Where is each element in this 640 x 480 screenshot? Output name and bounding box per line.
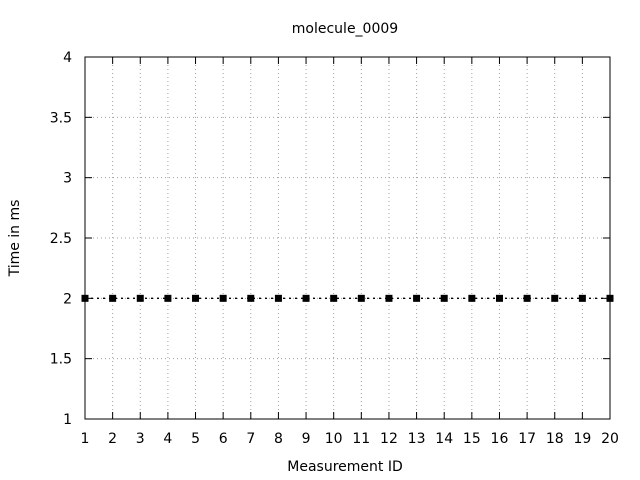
y-axis-label: Time in ms [7, 200, 23, 278]
x-tick-label: 1 [81, 431, 90, 447]
x-tick-label: 9 [302, 431, 311, 447]
data-point [247, 294, 255, 302]
x-tick-label: 8 [274, 431, 283, 447]
x-tick-label: 20 [601, 431, 619, 447]
plot-frame [84, 56, 611, 420]
data-point [219, 294, 227, 302]
x-tick-label: 14 [435, 431, 453, 447]
x-tick-label: 11 [352, 431, 370, 447]
y-tick-label: 1 [63, 412, 72, 428]
x-tick-label: 4 [163, 431, 172, 447]
x-tick-label: 12 [380, 431, 398, 447]
data-point [578, 294, 586, 302]
x-tick-label: 16 [491, 431, 509, 447]
x-tick-label: 2 [108, 431, 117, 447]
y-tick-label: 2 [63, 291, 72, 307]
y-tick-label: 2.5 [50, 231, 72, 247]
x-tick-label: 10 [325, 431, 343, 447]
x-tick-label: 19 [573, 431, 591, 447]
x-tick-label: 15 [463, 431, 481, 447]
chart-title: molecule_0009 [292, 21, 398, 37]
x-tick-label: 17 [518, 431, 536, 447]
y-tick-label: 1.5 [50, 352, 72, 368]
ticks [84, 56, 611, 420]
data-point [440, 294, 448, 302]
data-point [385, 294, 393, 302]
data-point [302, 294, 310, 302]
data-point [495, 294, 503, 302]
data-point [274, 294, 282, 302]
data-point [357, 294, 365, 302]
data-point [551, 294, 559, 302]
x-tick-labels: 1 2 3 4 5 6 7 8 9 10 11 12 13 14 15 16 17 18 19 20 [81, 431, 619, 447]
y-tick-labels: 1 1.5 2 2.5 3 3.5 4 [50, 50, 72, 428]
y-tick-label: 3 [63, 171, 72, 187]
y-tick-label: 3.5 [50, 110, 72, 126]
x-tick-label: 13 [408, 431, 426, 447]
data-point [164, 294, 172, 302]
x-axis-label: Measurement ID [287, 459, 402, 475]
x-tick-label: 5 [191, 431, 200, 447]
data-point [523, 294, 531, 302]
data-point [468, 294, 476, 302]
data-point [413, 294, 421, 302]
grid [84, 56, 611, 420]
x-tick-label: 6 [219, 431, 228, 447]
y-tick-label: 4 [63, 50, 72, 66]
x-tick-label: 7 [246, 431, 255, 447]
data-point [330, 294, 338, 302]
data-point [136, 294, 144, 302]
data-point [192, 294, 200, 302]
data-point [109, 294, 117, 302]
x-tick-label: 18 [546, 431, 564, 447]
x-tick-label: 3 [136, 431, 145, 447]
